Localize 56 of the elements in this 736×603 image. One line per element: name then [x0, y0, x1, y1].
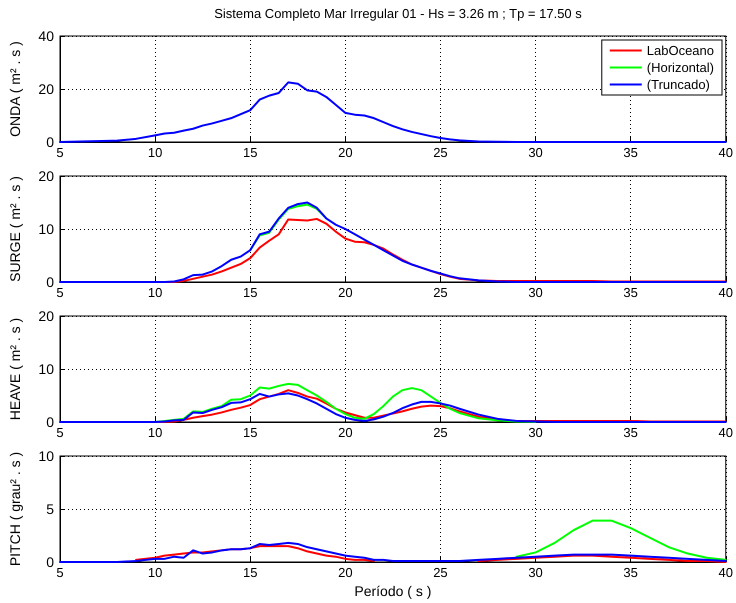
- x-tick-label: 5: [56, 285, 64, 300]
- x-tick-label: 35: [623, 285, 638, 300]
- x-tick-label: 20: [338, 145, 353, 160]
- x-tick-label: 30: [528, 565, 543, 580]
- line-series: [249, 204, 328, 252]
- line-series: [516, 520, 727, 561]
- x-tick-label: 25: [433, 425, 448, 440]
- y-axis-title: SURGE ( m² . s ): [7, 176, 23, 282]
- x-tick-label: 5: [56, 425, 64, 440]
- x-tick-label: 35: [623, 565, 638, 580]
- x-tick-label: 10: [148, 565, 162, 580]
- x-tick-label: 20: [338, 285, 353, 300]
- x-tick-label: 20: [338, 565, 353, 580]
- x-tick-label: 35: [623, 425, 638, 440]
- x-tick-label: 40: [718, 565, 734, 580]
- x-tick-label: 25: [433, 285, 448, 300]
- y-axis-title: ONDA ( m² . s ): [7, 41, 23, 137]
- x-tick-label: 15: [242, 425, 258, 440]
- x-tick-label: 5: [56, 145, 64, 160]
- x-tick-label: 40: [718, 285, 734, 300]
- x-tick-label: 20: [338, 425, 353, 440]
- x-tick-label: 25: [433, 145, 448, 160]
- y-tick-label: 20: [38, 168, 54, 184]
- y-tick-label: 0: [46, 134, 54, 150]
- chart-title: Sistema Completo Mar Irregular 01 - Hs = 3.26 m ; Tp = 17.50 s: [214, 6, 582, 21]
- y-tick-label: 0: [46, 554, 54, 570]
- x-tick-label: 40: [718, 145, 734, 160]
- line-series: [154, 382, 537, 423]
- y-axis-title: PITCH ( grau² . s ): [7, 452, 23, 566]
- y-tick-label: 10: [38, 361, 54, 377]
- x-tick-label: 15: [242, 145, 258, 160]
- y-axis-title: HEAVE ( m² . s ): [7, 318, 23, 420]
- y-tick-label: 0: [46, 414, 54, 430]
- x-tick-label: 15: [242, 565, 258, 580]
- x-tick-label: 10: [148, 145, 162, 160]
- y-tick-label: 0: [46, 274, 54, 290]
- x-tick-label: 10: [148, 285, 162, 300]
- legend-label: LabOceano: [646, 43, 714, 58]
- y-tick-label: 10: [38, 448, 54, 464]
- x-tick-label: 30: [528, 425, 543, 440]
- x-tick-label: 35: [623, 145, 638, 160]
- legend-label: (Horizontal): [646, 60, 714, 75]
- x-axis-title: Período ( s ): [354, 583, 432, 599]
- y-tick-label: 10: [38, 221, 54, 237]
- x-tick-label: 15: [242, 285, 258, 300]
- x-tick-label: 5: [56, 565, 64, 580]
- x-tick-label: 30: [528, 145, 543, 160]
- x-tick-label: 10: [148, 425, 162, 440]
- y-tick-label: 20: [38, 81, 54, 97]
- x-tick-label: 40: [718, 425, 734, 440]
- y-tick-label: 40: [38, 28, 54, 44]
- y-tick-label: 5: [46, 501, 54, 517]
- y-tick-label: 20: [38, 308, 54, 324]
- x-tick-label: 25: [433, 565, 448, 580]
- x-tick-label: 30: [528, 285, 543, 300]
- legend-label: (Truncado): [646, 77, 710, 92]
